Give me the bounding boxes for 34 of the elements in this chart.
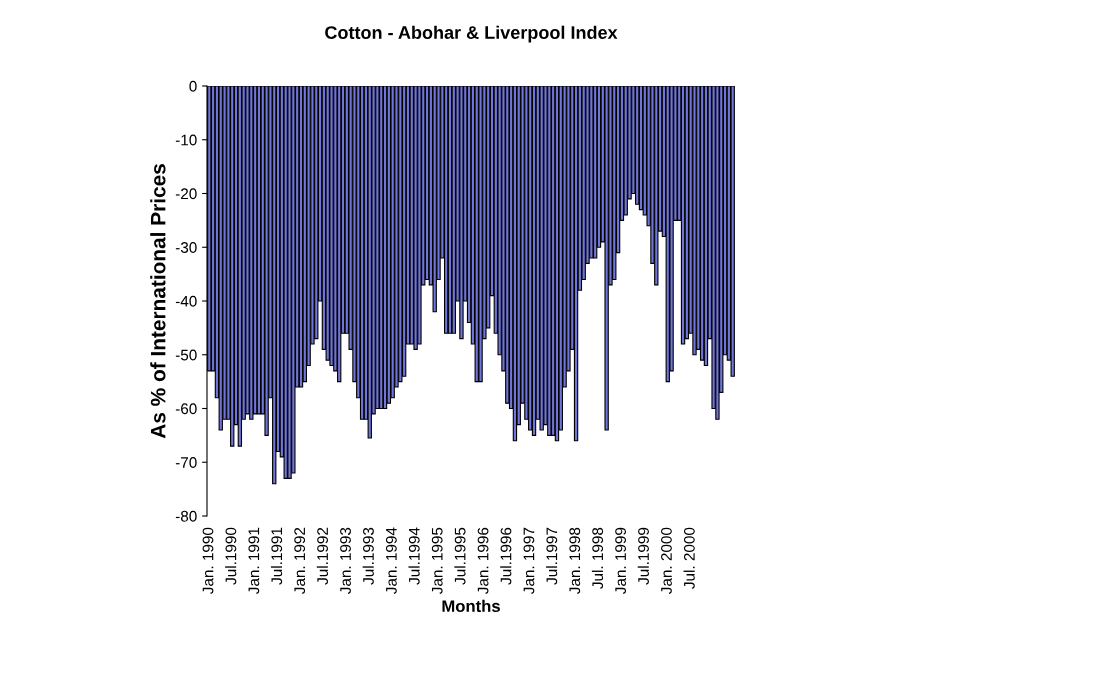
x-tick-label: Jan. 1990 [202, 527, 214, 594]
x-tick-label: Jul.1991 [270, 527, 283, 585]
x-tick-label: Jul.1994 [408, 527, 420, 585]
chart-title: Cotton - Abohar & Liverpool Index [325, 25, 618, 43]
x-tick-label: Jul.1993 [362, 527, 374, 585]
x-tick-label: Jan. 2000 [661, 527, 672, 594]
x-tick-label: Jul.1990 [225, 527, 237, 585]
x-tick-label: Jan. 1999 [615, 527, 627, 594]
x-tick-label: Jan. 1998 [569, 527, 581, 594]
x-tick-label: Jul.1995 [454, 527, 466, 585]
x-tick-label: Jul. 1998 [591, 527, 604, 589]
x-tick-label: Jan. 1991 [248, 527, 260, 594]
x-tick-label: Jul.1996 [500, 527, 512, 585]
y-tick-label: -30 [175, 242, 197, 253]
y-tick-label: -60 [175, 403, 197, 415]
y-tick-label: -80 [175, 510, 197, 522]
y-tick-label: 0 [189, 80, 197, 92]
y-tick-label: -10 [175, 134, 197, 146]
y-axis-title: As % of International Prices [150, 164, 166, 439]
y-tick-label: -50 [175, 349, 197, 361]
x-tick-label: Jan. 1997 [523, 527, 535, 594]
x-axis-title: Months [442, 599, 500, 613]
x-tick-label: Jul.1992 [316, 527, 329, 585]
x-tick-label: Jan. 1994 [385, 527, 397, 594]
y-tick-label: -70 [175, 457, 197, 468]
x-tick-label: Jan. 1993 [340, 527, 351, 594]
x-tick-label: Jan. 1992 [294, 527, 306, 594]
x-tick-label: Jul. 2000 [683, 527, 695, 589]
y-tick-label: -40 [175, 295, 197, 307]
x-tick-label: Jul.1997 [546, 527, 558, 585]
x-tick-label: Jan. 1995 [431, 527, 443, 594]
y-tick-label: -20 [175, 188, 197, 200]
x-tick-label: Jul.1999 [637, 527, 649, 585]
x-tick-label: Jan. 1996 [477, 527, 489, 594]
